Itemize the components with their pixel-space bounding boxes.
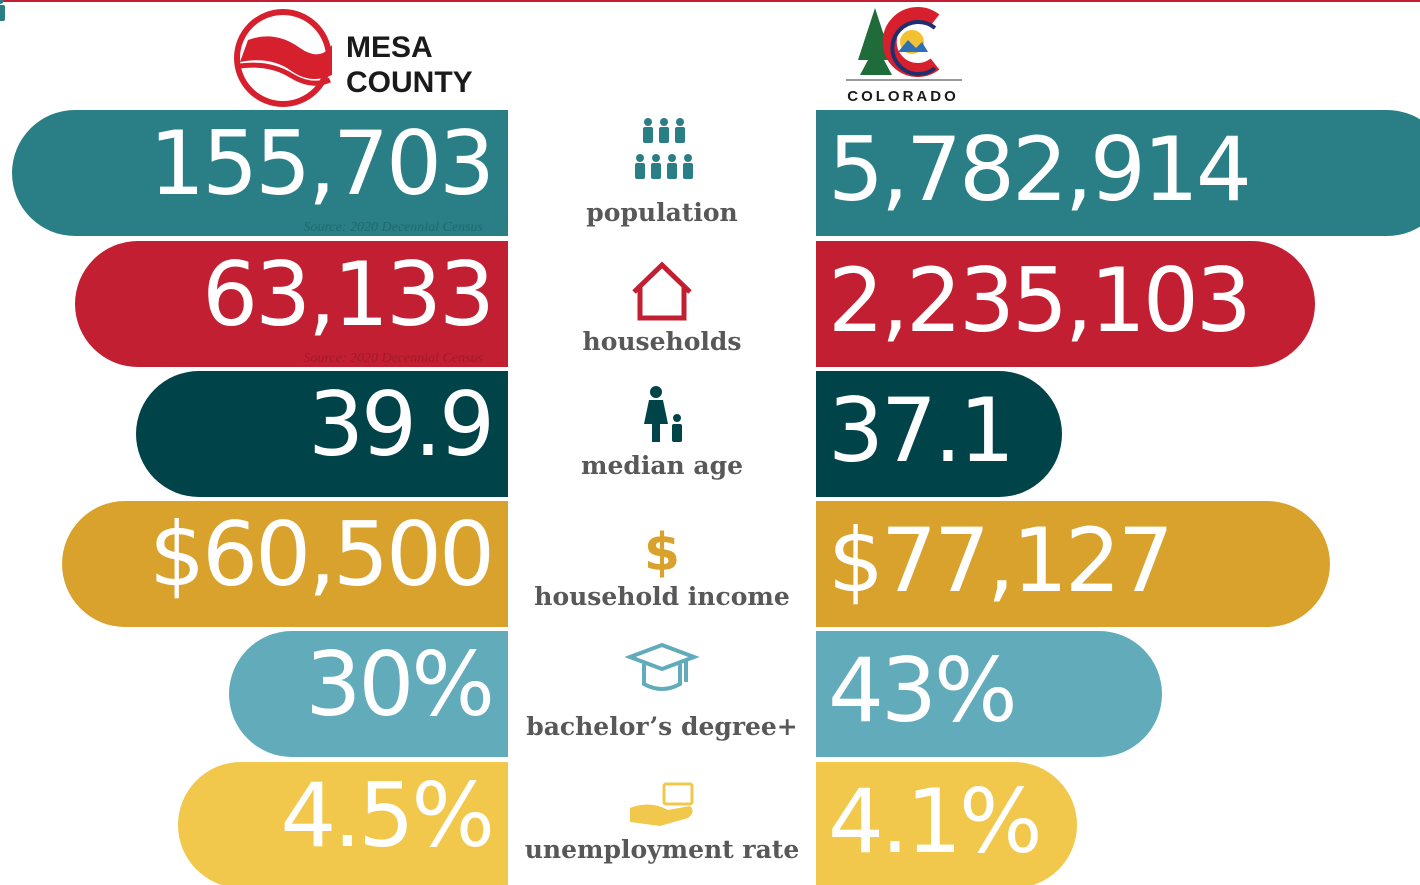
row-label: households [583, 327, 742, 356]
right-bar [816, 501, 1330, 627]
logo-text: MESA [346, 31, 433, 64]
right-bar [816, 110, 1420, 236]
left-bar [75, 241, 508, 367]
colorado-value: 2,235,103 [828, 249, 1249, 352]
logo-text: COUNTY [346, 66, 473, 99]
population-icon [0, 0, 693, 179]
row-label: bachelor’s degree+ [526, 712, 798, 741]
colorado-value: 5,782,914 [828, 118, 1249, 221]
left-bar [136, 371, 508, 497]
mesa-value: 63,133 [202, 243, 492, 346]
mesa-value: 39.9 [308, 373, 492, 476]
logo-text: COLORADO [847, 88, 959, 105]
colorado-logo: COLORADO [846, 7, 962, 105]
row-label: unemployment rate [525, 835, 800, 864]
right-bar [816, 371, 1062, 497]
source-note: Source: 2020 Decennial Census [304, 220, 484, 235]
dollar-icon: $ [644, 523, 680, 583]
colorado-value: $77,127 [828, 509, 1171, 612]
source-note: Source: 2020 Decennial Census [304, 351, 484, 366]
mesa-value: 30% [305, 633, 492, 736]
left-bar [229, 631, 508, 757]
right-bar [816, 241, 1315, 367]
degree-icon [624, 642, 700, 691]
left-bar [178, 762, 508, 885]
colorado-value: 43% [828, 639, 1015, 742]
left-bar [12, 110, 508, 236]
house-icon [632, 261, 692, 321]
row-label: population [586, 198, 737, 227]
row-label: household income [534, 582, 789, 611]
colorado-value: 37.1 [828, 379, 1012, 482]
mesa-value: 4.5% [280, 764, 492, 867]
mesa-value: $60,500 [149, 503, 492, 606]
right-bar [816, 762, 1077, 885]
row-label: median age [581, 451, 743, 480]
mesa-logo: MESA COUNTY [234, 9, 473, 107]
top-rule [0, 0, 1420, 2]
age-icon [644, 386, 682, 442]
colorado-value: 4.1% [828, 770, 1040, 873]
right-bar [816, 631, 1162, 757]
mesa-value: 155,703 [149, 112, 492, 215]
job-icon [630, 782, 694, 826]
left-bar [62, 501, 508, 627]
